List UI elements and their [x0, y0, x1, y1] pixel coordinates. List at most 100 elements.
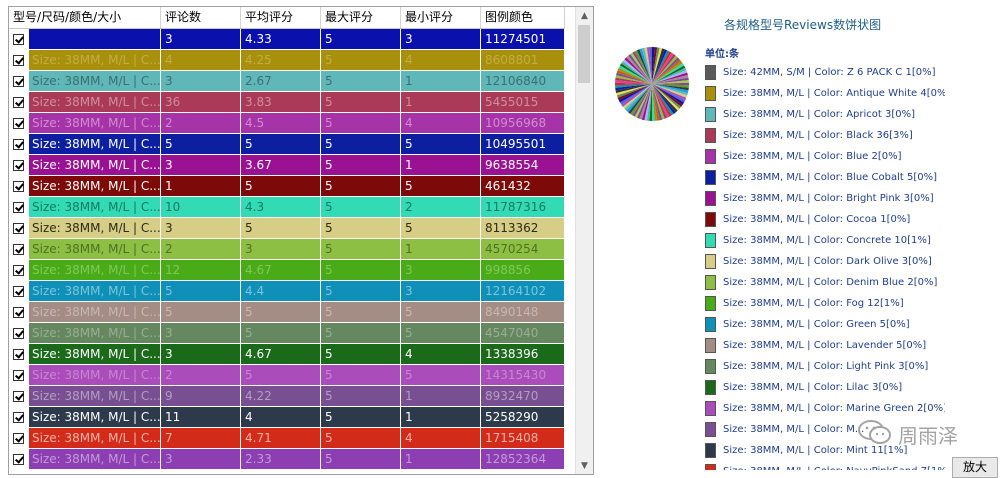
- cell-max-rating[interactable]: 5: [321, 113, 401, 133]
- pie-slice[interactable]: [616, 72, 652, 84]
- row-checkbox[interactable]: [9, 239, 29, 259]
- row-checkbox[interactable]: [9, 218, 29, 238]
- pie-slice[interactable]: [652, 84, 655, 121]
- cell-model[interactable]: Size: 38MM, M/L | C...: [9, 428, 161, 448]
- pie-slice[interactable]: [652, 84, 670, 118]
- table-row[interactable]: Size: 38MM, M/L | C... 3 2.33 5 1 12852364: [9, 449, 565, 470]
- pie-slice[interactable]: [652, 84, 689, 93]
- pie-slice[interactable]: [652, 84, 683, 107]
- cell-avg-rating[interactable]: 4.3: [241, 197, 321, 217]
- pie-slice[interactable]: [644, 84, 652, 121]
- cell-avg-rating[interactable]: 4: [241, 407, 321, 427]
- cell-model[interactable]: Size: 38MM, M/L | C...: [9, 449, 161, 469]
- pie-slice[interactable]: [652, 54, 676, 84]
- pie-slice[interactable]: [624, 84, 652, 111]
- table-row[interactable]: Size: 38MM, M/L | C... 4 4.25 5 4 8608801: [9, 50, 565, 71]
- reviews-grid[interactable]: 型号/尺码/颜色/大小 评论数 平均评分 最大评分 最小评分 图例颜色 3 4.3…: [8, 6, 594, 475]
- cell-min-rating[interactable]: 5: [401, 302, 481, 322]
- cell-reviews[interactable]: 7: [161, 428, 241, 448]
- pie-slice[interactable]: [618, 65, 652, 85]
- cell-min-rating[interactable]: 3: [401, 281, 481, 301]
- cell-reviews[interactable]: 10: [161, 197, 241, 217]
- cell-reviews[interactable]: 1: [161, 176, 241, 196]
- pie-slice[interactable]: [652, 84, 687, 101]
- header-legend-color[interactable]: 图例颜色: [481, 7, 565, 28]
- pie-slice[interactable]: [652, 61, 683, 84]
- table-row[interactable]: Size: 38MM, M/L | C... 2 3 5 1 4570254: [9, 239, 565, 260]
- cell-model[interactable]: Size: 38MM, M/L | C...: [9, 281, 161, 301]
- row-checkbox[interactable]: [9, 113, 29, 133]
- table-row[interactable]: Size: 38MM, M/L | C... 1 5 5 5 461432: [9, 176, 565, 197]
- cell-model[interactable]: Size: 38MM, M/L | C...: [9, 344, 161, 364]
- cell-max-rating[interactable]: 5: [321, 281, 401, 301]
- cell-model[interactable]: Size: 38MM, M/L | C...: [9, 239, 161, 259]
- pie-slice[interactable]: [616, 84, 652, 98]
- pie-slice[interactable]: [652, 84, 668, 119]
- pie-slice[interactable]: [634, 84, 652, 118]
- pie-slice[interactable]: [652, 84, 682, 109]
- row-checkbox[interactable]: [9, 92, 29, 112]
- cell-legend-color[interactable]: 5258290: [481, 407, 565, 427]
- cell-reviews[interactable]: 3: [161, 218, 241, 238]
- cell-min-rating[interactable]: 1: [401, 92, 481, 112]
- cell-model[interactable]: Size: 38MM, M/L | C...: [9, 260, 161, 280]
- pie-slice[interactable]: [652, 84, 672, 117]
- pie-slice[interactable]: [652, 84, 663, 121]
- cell-model[interactable]: Size: 38MM, M/L | C...: [9, 176, 161, 196]
- cell-min-rating[interactable]: 1: [401, 239, 481, 259]
- row-checkbox[interactable]: [9, 323, 29, 343]
- cell-max-rating[interactable]: 5: [321, 302, 401, 322]
- row-checkbox[interactable]: [9, 344, 29, 364]
- pie-slice[interactable]: [652, 75, 689, 84]
- cell-avg-rating[interactable]: 5: [241, 323, 321, 343]
- scroll-down-icon[interactable]: ▼: [581, 460, 588, 471]
- pie-slice[interactable]: [652, 77, 689, 84]
- cell-min-rating[interactable]: 4: [401, 428, 481, 448]
- cell-legend-color[interactable]: 12106840: [481, 71, 565, 91]
- cell-max-rating[interactable]: 5: [321, 134, 401, 154]
- pie-slice[interactable]: [615, 84, 652, 91]
- pie-slice[interactable]: [641, 84, 652, 121]
- cell-min-rating[interactable]: 4: [401, 50, 481, 70]
- cell-avg-rating[interactable]: 4.5: [241, 113, 321, 133]
- cell-avg-rating[interactable]: 4.4: [241, 281, 321, 301]
- pie-slice[interactable]: [641, 47, 652, 84]
- row-checkbox[interactable]: [9, 302, 29, 322]
- cell-legend-color[interactable]: 8932470: [481, 386, 565, 406]
- pie-slice[interactable]: [652, 47, 658, 84]
- cell-avg-rating[interactable]: 4.67: [241, 260, 321, 280]
- pie-slice[interactable]: [634, 50, 652, 84]
- pie-slice[interactable]: [616, 84, 652, 96]
- cell-max-rating[interactable]: 5: [321, 50, 401, 70]
- cell-max-rating[interactable]: 5: [321, 449, 401, 469]
- pie-slice[interactable]: [639, 84, 652, 120]
- cell-legend-color[interactable]: 461432: [481, 176, 565, 196]
- table-row[interactable]: Size: 38MM, M/L | C... 3 5 5 5 8113362: [9, 218, 565, 239]
- row-checkbox[interactable]: [9, 365, 29, 385]
- row-checkbox[interactable]: [9, 176, 29, 196]
- pie-slice[interactable]: [652, 63, 685, 84]
- cell-max-rating[interactable]: 5: [321, 323, 401, 343]
- header-min-rating[interactable]: 最小评分: [401, 7, 481, 28]
- cell-avg-rating[interactable]: 5: [241, 302, 321, 322]
- cell-avg-rating[interactable]: 5: [241, 134, 321, 154]
- pie-slice[interactable]: [652, 59, 682, 84]
- cell-min-rating[interactable]: 5: [401, 365, 481, 385]
- cell-max-rating[interactable]: 5: [321, 344, 401, 364]
- pie-slice[interactable]: [622, 59, 652, 84]
- pie-slice[interactable]: [652, 70, 688, 84]
- cell-reviews[interactable]: 3: [161, 155, 241, 175]
- cell-legend-color[interactable]: 12164102: [481, 281, 565, 301]
- pie-slice[interactable]: [630, 84, 652, 116]
- pie-slice[interactable]: [615, 82, 652, 86]
- cell-reviews[interactable]: 12: [161, 260, 241, 280]
- pie-slice[interactable]: [621, 61, 652, 84]
- cell-max-rating[interactable]: 5: [321, 29, 401, 49]
- pie-slice[interactable]: [615, 75, 652, 84]
- table-row[interactable]: Size: 38MM, M/L | C... 3 3.67 5 1 9638554: [9, 155, 565, 176]
- row-checkbox[interactable]: [9, 449, 29, 469]
- cell-min-rating[interactable]: 4: [401, 344, 481, 364]
- pie-slice[interactable]: [652, 84, 676, 114]
- pie-slice[interactable]: [652, 84, 674, 116]
- pie-slice[interactable]: [652, 84, 685, 105]
